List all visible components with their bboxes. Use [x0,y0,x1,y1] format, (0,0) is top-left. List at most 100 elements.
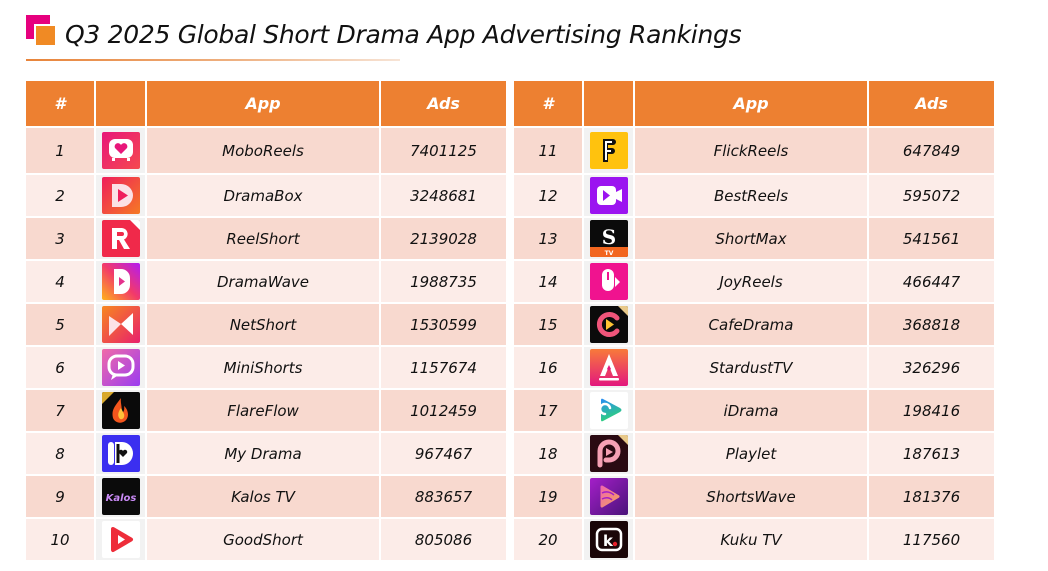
app-name-cell: BestReels [635,175,867,216]
netshort-icon [101,306,140,343]
rank-cell: 11 [514,128,582,173]
app-name-cell: GoodShort [147,519,379,560]
table-row: 1 MoboReels 7401125 [26,128,506,173]
goodshort-icon [101,521,140,558]
app-name-cell: Kalos TV [147,476,379,517]
rank-cell: 20 [514,519,582,560]
playlet-icon [589,435,628,472]
table-row: 10 GoodShort 805086 [26,519,506,560]
joyreels-icon [589,263,628,300]
app-name-cell: iDrama [635,390,867,431]
table-header: # App Ads [514,81,994,126]
ads-cell: 2139028 [381,218,506,259]
header-rank: # [514,81,582,126]
rank-cell: 16 [514,347,582,388]
table-row: 18 Playlet 187613 [514,433,994,474]
table-row: 4 DramaWave 1988735 [26,261,506,302]
rank-cell: 15 [514,304,582,345]
rank-cell: 7 [26,390,94,431]
app-name-cell: StardustTV [635,347,867,388]
table-row: 19 ShortsWave 181376 [514,476,994,517]
ads-cell: 1012459 [381,390,506,431]
app-name-cell: My Drama [147,433,379,474]
header-ads: Ads [381,81,506,126]
minishorts-icon [101,349,140,386]
rankings-table-right: # App Ads 11 FlickReels 647849 12 BestRe… [514,81,994,562]
rank-cell: 14 [514,261,582,302]
ads-cell: 1157674 [381,347,506,388]
app-name-cell: Playlet [635,433,867,474]
table-row: 6 MiniShorts 1157674 [26,347,506,388]
mydrama-icon [101,435,140,472]
shortswave-icon [589,478,628,515]
reelshort-icon [101,220,140,257]
table-row: 7 FlareFlow 1012459 [26,390,506,431]
app-name-cell: DramaBox [147,175,379,216]
table-row: 2 DramaBox 3248681 [26,175,506,216]
rank-cell: 12 [514,175,582,216]
rank-cell: 13 [514,218,582,259]
app-name-cell: FlickReels [635,128,867,173]
app-name-cell: ShortMax [635,218,867,259]
header-ads: Ads [869,81,994,126]
ads-cell: 967467 [381,433,506,474]
ads-cell: 117560 [869,519,994,560]
app-name-cell: FlareFlow [147,390,379,431]
idrama-icon [589,392,628,429]
table-row: 12 BestReels 595072 [514,175,994,216]
ads-cell: 595072 [869,175,994,216]
ads-cell: 3248681 [381,175,506,216]
rank-cell: 2 [26,175,94,216]
table-row: 9 Kalos Kalos TV 883657 [26,476,506,517]
table-row: 17 iDrama 198416 [514,390,994,431]
ads-cell: 326296 [869,347,994,388]
ads-cell: 187613 [869,433,994,474]
table-row: 5 NetShort 1530599 [26,304,506,345]
app-name-cell: ShortsWave [635,476,867,517]
stardusttv-icon [589,349,628,386]
svg-text:S: S [601,225,615,249]
app-name-cell: ReelShort [147,218,379,259]
table-header: # App Ads [26,81,506,126]
rank-cell: 8 [26,433,94,474]
app-name-cell: CafeDrama [635,304,867,345]
title-logo-mark-icon [25,12,57,46]
table-row: 20 k Kuku TV 117560 [514,519,994,560]
svg-text:k: k [603,532,614,550]
rank-cell: 1 [26,128,94,173]
header-icon [584,81,633,126]
rank-cell: 4 [26,261,94,302]
bestreels-icon [589,177,628,214]
rank-cell: 9 [26,476,94,517]
app-name-cell: MiniShorts [147,347,379,388]
ads-cell: 198416 [869,390,994,431]
ads-cell: 647849 [869,128,994,173]
table-row: 8 My Drama 967467 [26,433,506,474]
dramabox-icon [101,177,140,214]
ads-cell: 805086 [381,519,506,560]
ads-cell: 466447 [869,261,994,302]
table-row: 15 CafeDrama 368818 [514,304,994,345]
rank-cell: 5 [26,304,94,345]
app-name-cell: MoboReels [147,128,379,173]
svg-text:Kalos: Kalos [105,493,136,504]
kukutv-icon: k [589,521,628,558]
header-rank: # [26,81,94,126]
table-row: 16 StardustTV 326296 [514,347,994,388]
title-underline [26,59,400,61]
moboreels-icon [101,132,140,169]
app-name-cell: DramaWave [147,261,379,302]
app-name-cell: NetShort [147,304,379,345]
rank-cell: 10 [26,519,94,560]
header-app: App [147,81,379,126]
table-row: 13 S TV ShortMax 541561 [514,218,994,259]
rankings-table-left: # App Ads 1 MoboReels 7401125 2 DramaBox… [26,81,506,562]
kalostv-icon: Kalos [101,478,140,515]
rank-cell: 17 [514,390,582,431]
rank-cell: 3 [26,218,94,259]
cafedrama-icon [589,306,628,343]
ads-cell: 541561 [869,218,994,259]
ads-cell: 1530599 [381,304,506,345]
ads-cell: 368818 [869,304,994,345]
